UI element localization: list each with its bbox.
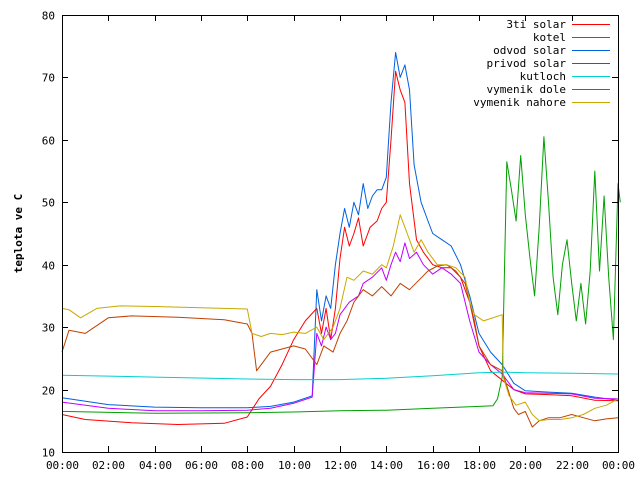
x-tick-label: 00:00 [46, 459, 79, 472]
y-tick-label: 30 [42, 322, 55, 335]
legend-label: odvod solar [493, 44, 566, 57]
legend-label: privod solar [487, 57, 567, 70]
x-tick-label: 16:00 [417, 459, 450, 472]
legend-label: kutloch [520, 70, 566, 83]
y-axis: 10 20 30 40 50 60 70 80 [42, 10, 618, 460]
legend-label: vymenik dole [487, 83, 566, 96]
x-tick-label: 12:00 [324, 459, 357, 472]
series-line-5 [61, 371, 619, 381]
x-tick-label: 02:00 [92, 459, 125, 472]
x-tick-label: 20:00 [509, 459, 542, 472]
x-axis: 00:00 02:00 04:00 06:00 08:00 10:00 12:00 14:00… [46, 15, 635, 472]
y-tick-label: 60 [42, 135, 55, 148]
x-tick-label: 14:00 [370, 459, 403, 472]
series-line-4 [61, 242, 619, 412]
x-tick-label: 08:00 [231, 459, 264, 472]
x-tick-label: 04:00 [139, 459, 172, 472]
x-tick-label: 06:00 [185, 459, 218, 472]
y-tick-label: 50 [42, 197, 55, 210]
series-line-7 [61, 214, 619, 422]
y-tick-label: 70 [42, 72, 55, 85]
y-tick-label: 40 [42, 260, 55, 273]
series-line-6 [61, 264, 619, 428]
y-tick-label: 20 [42, 385, 55, 398]
x-tick-label: 10:00 [278, 459, 311, 472]
series-line-3 [61, 52, 619, 409]
legend-label: kotel [533, 31, 566, 44]
x-tick-label: 18:00 [463, 459, 496, 472]
x-tick-label: 00:00 [602, 459, 635, 472]
series-line-1 [61, 70, 619, 425]
legend-label: vymenik nahore [473, 96, 566, 109]
series-line-2 [61, 136, 621, 414]
legend-label: 3ti solar [506, 18, 566, 31]
series-layer [61, 52, 621, 428]
y-axis-label: teplota ve C [12, 194, 25, 273]
y-tick-label: 10 [42, 447, 55, 460]
y-tick-label: 80 [42, 10, 55, 23]
x-tick-label: 22:00 [556, 459, 589, 472]
